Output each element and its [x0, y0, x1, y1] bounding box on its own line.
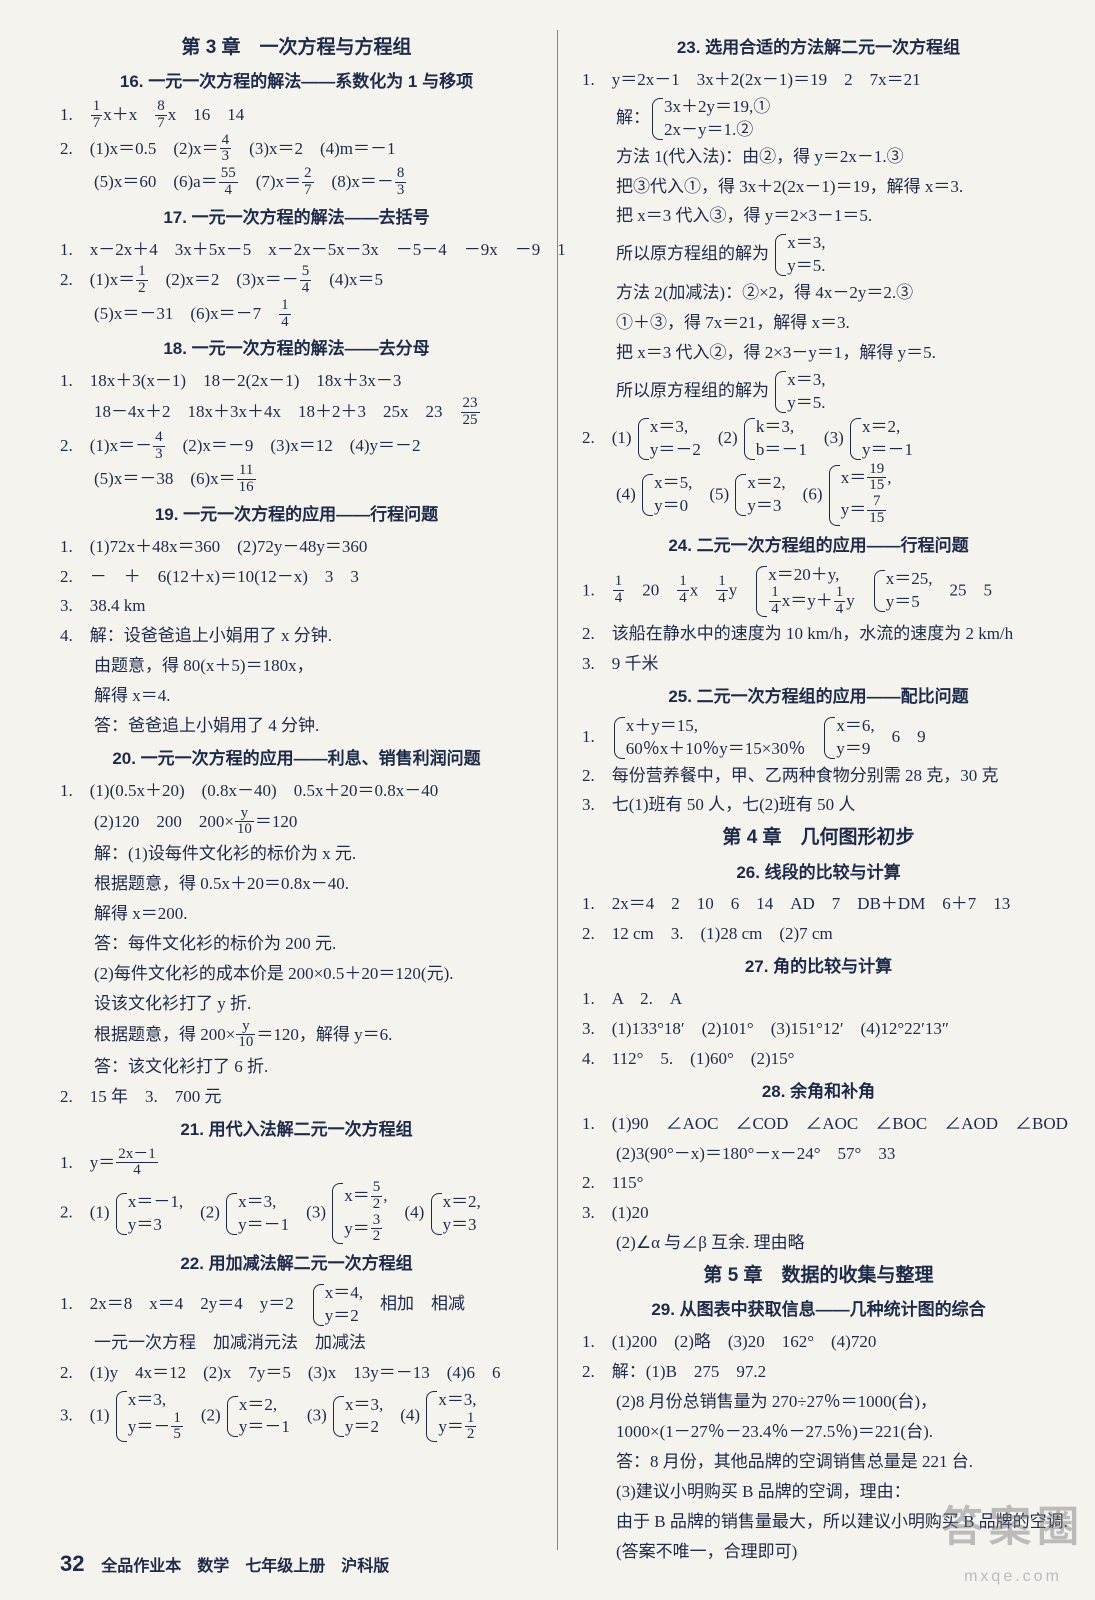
section-23: 23. 选用合适的方法解二元一次方程组	[582, 34, 1055, 63]
s16-l3: (5)x＝60 (6)a＝554 (7)x＝27 (8)x＝－83	[60, 167, 533, 200]
s17-l2: 2. (1)x＝12 (2)x＝2 (3)x＝－54 (4)x＝5	[60, 265, 533, 298]
section-27: 27. 角的比较与计算	[582, 953, 1055, 982]
chapter-4-title: 第 4 章 几何图形初步	[582, 822, 1055, 854]
s16-l2: 2. (1)x＝0.5 (2)x＝43 (3)x＝2 (4)m＝－1	[60, 134, 533, 167]
section-20: 20. 一元一次方程的应用——利息、销售利润问题	[60, 745, 533, 774]
section-17: 17. 一元一次方程的解法——去括号	[60, 204, 533, 233]
section-24: 24. 二元一次方程组的应用——行程问题	[582, 532, 1055, 561]
section-19: 19. 一元一次方程的应用——行程问题	[60, 501, 533, 530]
section-25: 25. 二元一次方程组的应用——配比问题	[582, 683, 1055, 712]
left-column: 第 3 章 一次方程与方程组 16. 一元一次方程的解法——系数化为 1 与移项…	[60, 30, 533, 1550]
s16-l1: 1. 17x＋x 87x 16 14	[60, 100, 533, 133]
s17-l3: (5)x＝－31 (6)x＝－7 14	[60, 299, 533, 332]
watermark: 答案圈 mxqe.com	[941, 1491, 1085, 1590]
s18-l1b: 18－4x＋2 18x＋3x＋4x 18＋2＋3 25x 23 2325	[60, 397, 533, 430]
section-21: 21. 用代入法解二元一次方程组	[60, 1116, 533, 1145]
chapter-5-title: 第 5 章 数据的收集与整理	[582, 1260, 1055, 1292]
section-18: 18. 一元一次方程的解法——去分母	[60, 335, 533, 364]
section-16: 16. 一元一次方程的解法——系数化为 1 与移项	[60, 68, 533, 97]
right-column: 23. 选用合适的方法解二元一次方程组 1. y＝2x－1 3x＋2(2x－1)…	[582, 30, 1055, 1550]
page-footer: 32 全品作业本 数学 七年级上册 沪科版	[60, 1545, 389, 1582]
section-28: 28. 余角和补角	[582, 1078, 1055, 1107]
s18-l3: (5)x＝－38 (6)x＝1116	[60, 464, 533, 497]
s17-l1: 1. x－2x＋4 3x＋5x－5 x－2x－5x－3x －5－4 －9x －9…	[60, 236, 533, 265]
page-number: 32	[60, 1551, 84, 1576]
s18-l1: 1. 18x＋3(x－1) 18－2(2x－1) 18x＋3x－3	[60, 367, 533, 396]
footer-text: 全品作业本 数学 七年级上册 沪科版	[101, 1558, 389, 1575]
s18-l2: 2. (1)x＝－43 (2)x＝－9 (3)x＝12 (4)y＝－2	[60, 431, 533, 464]
section-29: 29. 从图表中获取信息——几种统计图的综合	[582, 1296, 1055, 1325]
chapter-3-title: 第 3 章 一次方程与方程组	[60, 32, 533, 64]
column-divider	[557, 30, 558, 1550]
section-22: 22. 用加减法解二元一次方程组	[60, 1250, 533, 1279]
section-26: 26. 线段的比较与计算	[582, 859, 1055, 888]
